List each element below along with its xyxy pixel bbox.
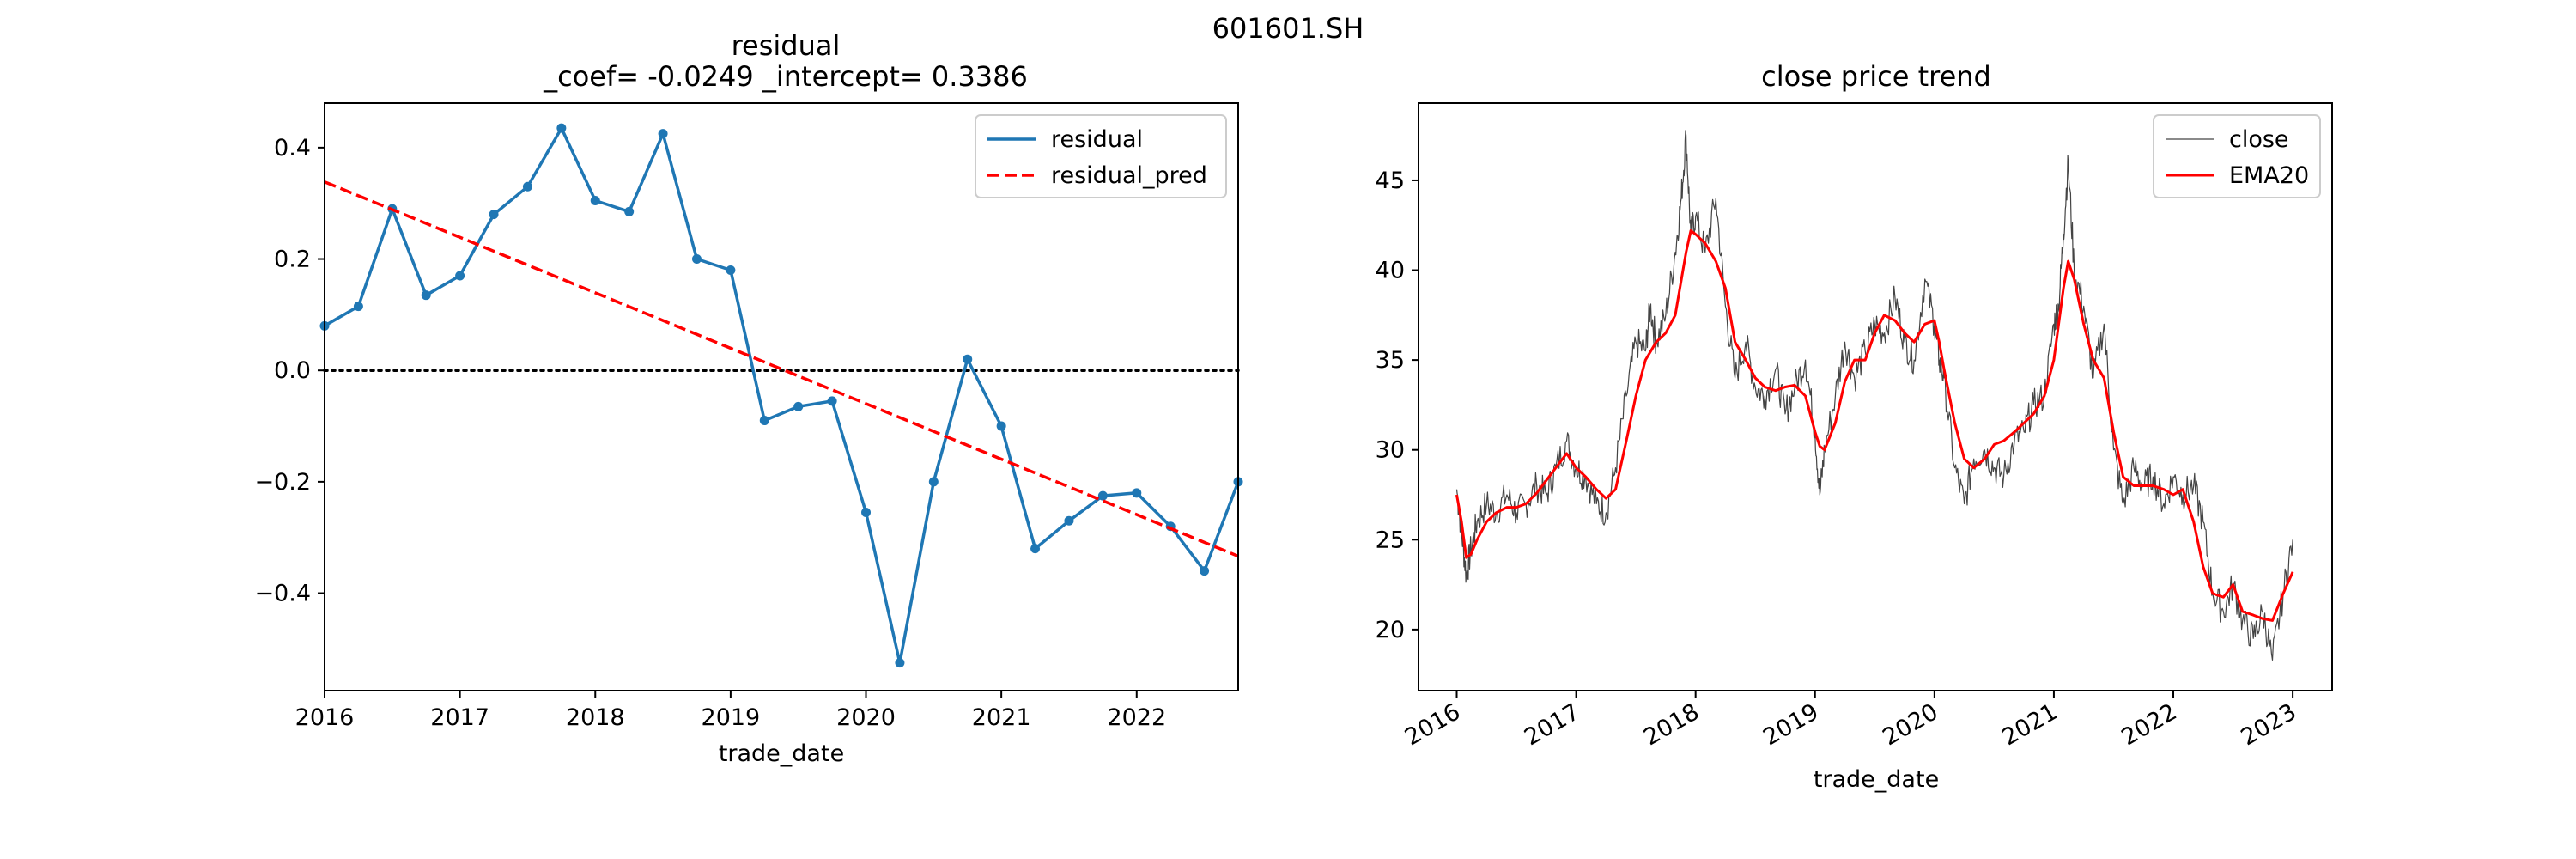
residual-point [895,658,905,668]
close-y-tick-label: 35 [1376,347,1405,374]
residual-x-tick-label: 2016 [295,704,355,731]
residual-point [726,265,736,276]
residual-legend: residual residual_pred [975,114,1227,198]
close-legend-label: close [2229,126,2289,153]
residual-y-tick-label: −0.2 [254,469,311,496]
residual-y-ticks: −0.4 −0.2 0.0 0.2 0.4 [254,135,325,607]
residual-y-tick-label: 0.2 [274,247,311,273]
close-x-axis-label: trade_date [1814,766,1939,793]
residual-axes-frame [324,102,1239,691]
residual-x-ticks: 2016 2017 2018 2019 2020 2021 2022 [295,691,1166,731]
residual-point [827,396,837,406]
residual-point [1030,544,1041,554]
close-plot-area [1455,130,2294,661]
close-y-tick-label: 45 [1376,168,1405,194]
close-y-tick-label: 30 [1376,437,1405,464]
residual-chart-subtitle: _coef= -0.0249 _intercept= 0.3386 [543,60,1028,93]
residual-axes: residual _coef= -0.0249 _intercept= 0.33… [254,29,1243,767]
residual-point [1200,566,1210,576]
residual-chart-title: residual [732,29,841,62]
residual-point [489,210,499,220]
residual-point [556,123,567,133]
residual-point [522,181,532,192]
figure-suptitle: 601601.SH [1212,12,1364,45]
close-y-tick-label: 20 [1376,617,1405,643]
close-legend-label: EMA20 [2229,162,2309,189]
residual-point [421,290,431,301]
residual-y-tick-label: 0.0 [274,357,311,384]
residual-x-tick-label: 2018 [566,704,625,731]
residual-point [691,254,702,265]
residual-point [353,302,363,312]
close-legend: close EMA20 [2153,114,2321,198]
residual-x-tick-label: 2020 [836,704,896,731]
residual-point [1097,490,1108,501]
close-y-tick-label: 25 [1376,527,1405,553]
residual-x-tick-label: 2021 [972,704,1031,731]
ema20-series-line [1455,229,2294,622]
residual-point [1064,515,1074,526]
close-y-tick-label: 40 [1376,258,1405,284]
residual-legend-box [975,114,1227,198]
residual-legend-label: residual [1051,126,1143,153]
residual-point [455,271,465,281]
residual-x-tick-label: 2019 [702,704,761,731]
residual-point [793,401,804,411]
residual-point [590,195,600,205]
residual-point [624,206,635,216]
residual-point [996,421,1006,431]
close-legend-box [2153,114,2321,198]
residual-y-tick-label: −0.4 [254,581,311,607]
residual-x-tick-label: 2022 [1107,704,1166,731]
residual-point [1132,488,1142,498]
residual-point [861,508,872,518]
close-y-ticks: 20 25 30 35 40 45 [1376,168,1419,643]
residual-point [658,129,668,139]
residual-plot-area [319,123,1243,668]
residual-point [759,416,769,426]
residual-pred-series-line [324,180,1239,558]
residual-y-tick-label: 0.4 [274,135,311,161]
residual-point [963,354,973,364]
close-axes-frame [1418,102,2333,691]
residual-point [928,477,939,487]
close-chart-title: close price trend [1761,60,1991,93]
residual-x-tick-label: 2017 [430,704,489,731]
residual-legend-label: residual_pred [1051,162,1207,189]
residual-x-axis-label: trade_date [719,740,844,767]
